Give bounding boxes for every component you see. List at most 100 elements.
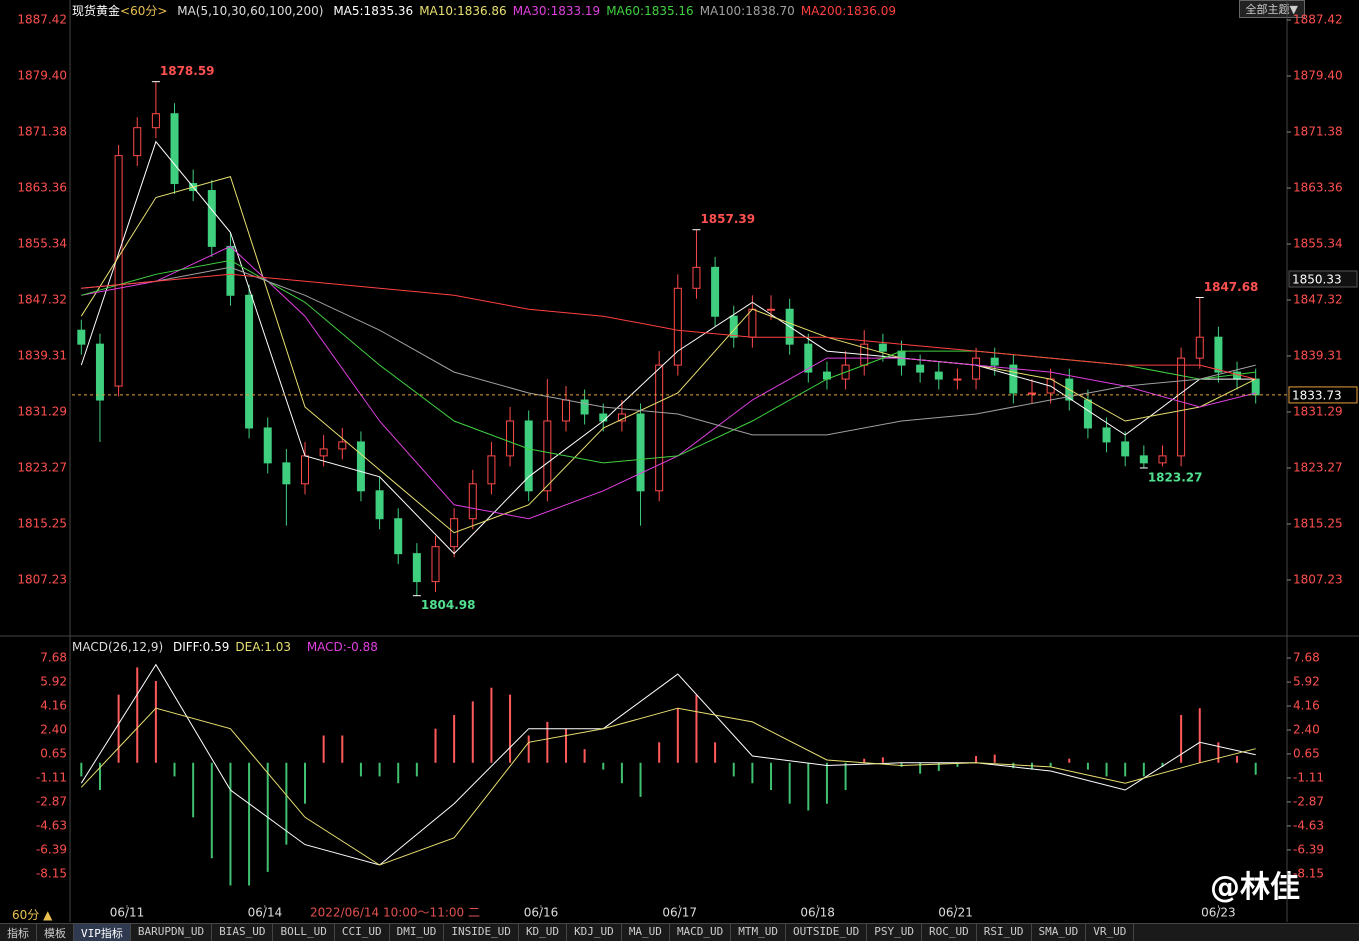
- y-tick-label: 5.92: [1293, 675, 1320, 689]
- tab[interactable]: BARUPDN_UD: [131, 924, 213, 941]
- y-tick-label: -1.11: [1293, 770, 1324, 784]
- line: [80, 707, 1256, 866]
- candle-body: [319, 448, 328, 457]
- candle-body: [356, 441, 365, 492]
- y-tick-label: 1887.42: [17, 13, 67, 27]
- candle-body: [953, 378, 962, 381]
- candle-body: [151, 113, 160, 129]
- candle-body: [338, 441, 347, 450]
- indicator: MACD(26,12,9): [72, 640, 164, 654]
- tab[interactable]: PSY_UD: [867, 924, 923, 941]
- y-tick-label: -6.39: [1293, 842, 1324, 856]
- y-tick-label: 1839.31: [17, 348, 67, 362]
- tab[interactable]: 模板: [37, 924, 74, 941]
- candle-body: [1102, 427, 1111, 443]
- tab[interactable]: DMI_UD: [390, 924, 445, 941]
- y-tick-label: 1855.34: [17, 237, 67, 251]
- y-tick-label: 1863.36: [17, 181, 67, 195]
- y-tick-label: 1807.23: [17, 572, 67, 586]
- candle-body: [77, 329, 86, 345]
- y-tick-label: -8.15: [1293, 866, 1324, 880]
- y-tick-label: 2.40: [40, 723, 67, 737]
- y-tick-label: -6.39: [36, 842, 67, 856]
- crosshair-label: 2022/06/14 10:00～11:00 二: [310, 906, 480, 920]
- candle-body: [394, 518, 403, 555]
- candle-body: [301, 455, 310, 485]
- tab[interactable]: KDJ_UD: [567, 924, 622, 941]
- tab[interactable]: KD_UD: [519, 924, 568, 941]
- tab[interactable]: OUTSIDE_UD: [786, 924, 868, 941]
- tab[interactable]: ROC_UD: [922, 924, 977, 941]
- chart: 1887.42 1887.42 1879.40 1879.40 1871.38 1871.…: [0, 0, 1359, 922]
- line: [80, 140, 1256, 555]
- x-tick-label: 06/23: [1201, 906, 1236, 920]
- y-tick-label: -4.63: [36, 818, 67, 832]
- y-tick-label: -2.87: [36, 794, 67, 808]
- instrument: 现货黄金: [72, 4, 121, 18]
- tab[interactable]: RSI_UD: [977, 924, 1032, 941]
- candle-body: [1251, 378, 1260, 396]
- candle-body: [524, 420, 533, 492]
- candle-body: [1139, 455, 1148, 464]
- line: [80, 663, 1256, 866]
- candle-body: [375, 490, 384, 520]
- candle-body: [207, 190, 216, 247]
- candle-body: [767, 308, 776, 311]
- y-tick-label: 4.16: [1293, 699, 1320, 713]
- candle-body: [1233, 371, 1242, 380]
- legend-entry: MA200:1836.09: [800, 4, 896, 18]
- tab[interactable]: BOLL_UD: [273, 924, 335, 941]
- candle-body: [1177, 357, 1186, 457]
- x-tick-label: 06/18: [800, 906, 835, 920]
- tab[interactable]: INSIDE_UD: [444, 924, 519, 941]
- tab[interactable]: BIAS_UD: [212, 924, 274, 941]
- candle-body: [1195, 336, 1204, 359]
- candle-body: [711, 266, 720, 317]
- candle-body: [245, 294, 254, 429]
- period-button[interactable]: 60分 ▲: [12, 908, 53, 922]
- period: <60分>: [120, 4, 168, 18]
- y-tick-label: 1855.34: [1293, 237, 1343, 251]
- y-tick-label: 1823.27: [1293, 460, 1343, 474]
- y-tick-label: 1879.40: [1293, 69, 1343, 83]
- y-tick-label: -2.87: [1293, 794, 1324, 808]
- y-tick-label: 1823.27: [17, 460, 67, 474]
- macd-header: MACD(26,12,9) DIFF:0.59 DEA:1.03 MACD:-0.…: [72, 640, 384, 654]
- y-tick-label: 7.68: [40, 651, 67, 665]
- legend-entry: DEA:1.03: [235, 640, 291, 654]
- y-tick-label: 1887.42: [1293, 13, 1343, 27]
- tab[interactable]: MA_UD: [622, 924, 670, 941]
- candle-body: [133, 127, 142, 157]
- candle-body: [431, 546, 440, 583]
- candle-body: [673, 287, 682, 366]
- tab[interactable]: MACD_UD: [670, 924, 732, 941]
- tab[interactable]: CCI_UD: [335, 924, 390, 941]
- candle-body: [1083, 399, 1092, 429]
- tab[interactable]: 指标: [0, 924, 37, 941]
- y-tick-label: -1.11: [36, 770, 67, 784]
- last-price-label: 1833.73: [1292, 388, 1342, 402]
- tab[interactable]: MTM_UD: [731, 924, 787, 941]
- candle-body: [655, 364, 664, 492]
- y-tick-label: 1831.29: [1293, 404, 1343, 418]
- candle-body: [916, 364, 925, 373]
- x-tick-label: 06/14: [248, 906, 283, 920]
- y-tick-label: 2.40: [1293, 723, 1320, 737]
- tab[interactable]: VR_UD: [1086, 924, 1135, 941]
- legend-entry: MA100:1838.70: [699, 4, 795, 18]
- y-tick-label: 0.65: [40, 746, 67, 760]
- candle-body: [468, 483, 477, 520]
- y-tick-label: 1839.31: [1293, 348, 1343, 362]
- y-tick-label: 7.68: [1293, 651, 1320, 665]
- line: [81, 266, 1256, 436]
- tab[interactable]: SMA_UD: [1032, 924, 1087, 941]
- theme-button[interactable]: 全部主题▼: [1238, 0, 1305, 18]
- tab[interactable]: VIP指标: [74, 924, 131, 941]
- y-tick-label: 1863.36: [1293, 181, 1343, 195]
- y-tick-label: 5.92: [40, 675, 67, 689]
- candle-body: [934, 371, 943, 380]
- legend-entry: MA5:1835.36: [333, 4, 414, 18]
- candle-body: [878, 343, 887, 352]
- candle-body: [226, 245, 235, 296]
- line: [81, 273, 1256, 380]
